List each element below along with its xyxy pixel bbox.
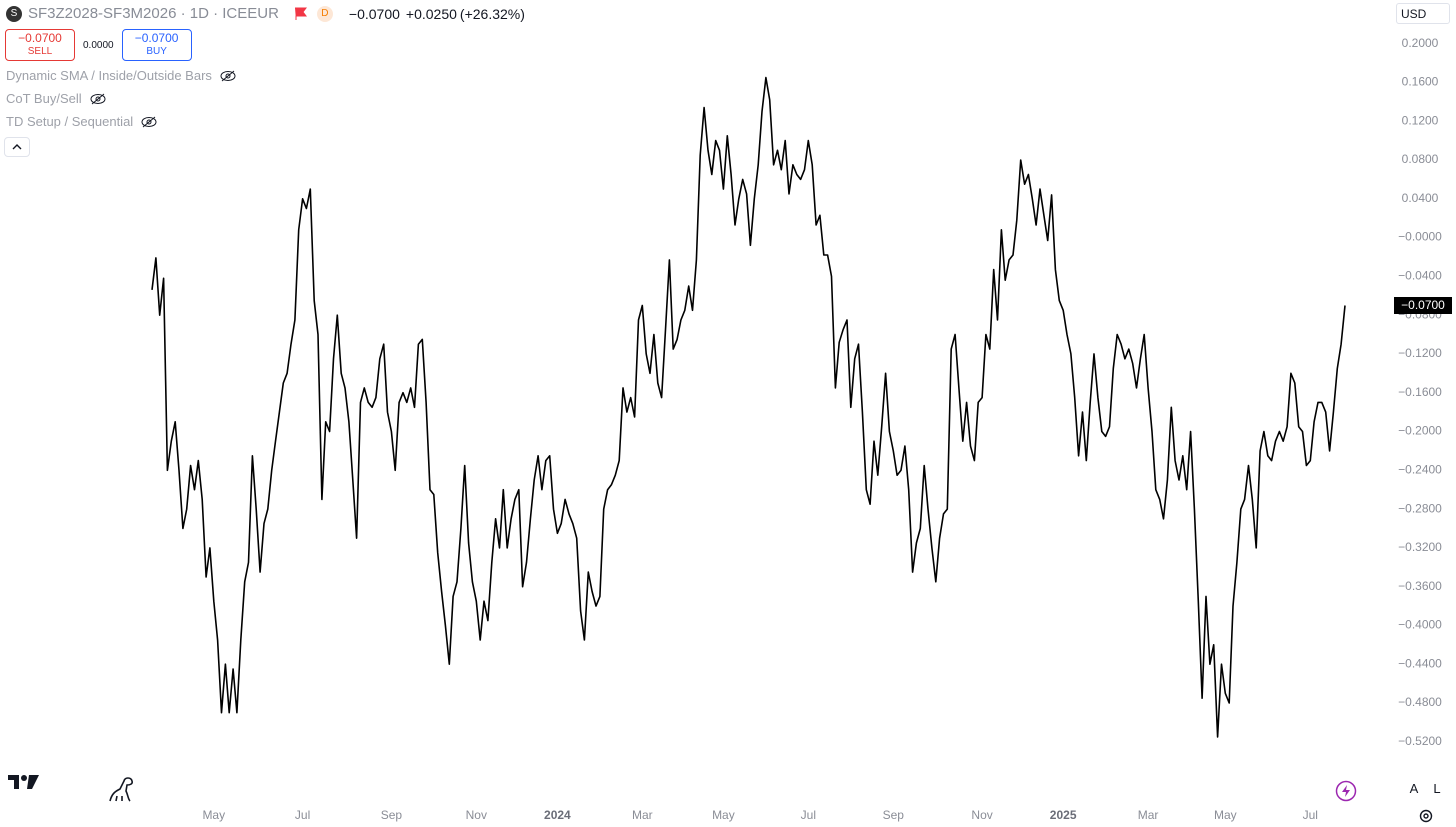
x-tick-label: May <box>202 808 225 822</box>
y-tick-label: 0.0800 <box>1402 152 1439 166</box>
y-tick-label: −0.4800 <box>1398 695 1442 709</box>
y-tick-label: −0.1200 <box>1398 346 1442 360</box>
x-tick-label: May <box>712 808 735 822</box>
chevron-up <box>12 144 22 150</box>
x-tick-label: Sep <box>381 808 403 822</box>
hidden-icon[interactable] <box>220 70 236 82</box>
x-tick-label: Nov <box>466 808 487 822</box>
flag-icon[interactable] <box>293 7 307 21</box>
sell-label: SELL <box>27 46 53 57</box>
y-tick-label: −0.2000 <box>1398 424 1442 438</box>
x-tick-label: Jul <box>801 808 816 822</box>
symbol[interactable]: SF3Z2028-SF3M2026 · 1D · ICEEUR <box>28 5 279 22</box>
y-tick-label: −0.0000 <box>1398 230 1442 244</box>
hidden-icon[interactable] <box>141 116 157 128</box>
hidden-icon[interactable] <box>90 93 106 105</box>
sell-price: −0.0700 <box>18 31 62 45</box>
dino-icon[interactable] <box>106 775 136 803</box>
y-tick-label: −0.4400 <box>1398 656 1442 670</box>
y-tick-label: −0.0400 <box>1398 269 1442 283</box>
auto-scale-button[interactable]: A <box>1409 780 1419 796</box>
spread: 0.0000 <box>83 39 114 51</box>
x-tick-label: Mar <box>632 808 653 822</box>
change-percent: (+26.32%) <box>459 5 525 22</box>
y-tick-label: −0.2400 <box>1398 462 1442 476</box>
indicator-name: TD Setup / Sequential <box>6 114 134 129</box>
change: +0.0250 <box>405 5 457 22</box>
buy-price: −0.0700 <box>134 31 179 45</box>
y-tick-label: −0.2800 <box>1398 501 1442 515</box>
y-tick-label: −0.4000 <box>1398 618 1442 632</box>
indicator[interactable]: TD Setup / Sequential <box>6 114 157 129</box>
x-tick-label: Mar <box>1138 808 1159 822</box>
last-value: −0.0700 <box>348 5 400 22</box>
status-badge: D <box>316 5 333 22</box>
indicator-name: Dynamic SMA / Inside/Outside Bars <box>6 68 212 83</box>
y-tick-label: −0.1600 <box>1398 385 1442 399</box>
x-tick-label: 2024 <box>544 808 571 822</box>
legend-header: S SF3Z2028-SF3M2026 · 1D · ICEEUR D −0.0… <box>6 5 525 22</box>
indicator-name: CoT Buy/Sell <box>6 91 82 106</box>
log-scale-button[interactable]: L <box>1433 780 1441 796</box>
y-tick-label: −0.3200 <box>1398 540 1442 554</box>
last-price-label: −0.0700 <box>1394 296 1452 314</box>
x-tick-label: Nov <box>971 808 992 822</box>
y-tick-label: 0.1600 <box>1402 75 1439 89</box>
x-tick-label: May <box>1214 808 1237 822</box>
indicator[interactable]: Dynamic SMA / Inside/Outside Bars <box>6 68 236 83</box>
x-tick-label: 2025 <box>1050 808 1077 822</box>
trade-buttons: −0.0700 SELL 0.0000 −0.0700 BUY <box>5 29 192 61</box>
x-tick-label: Jul <box>1303 808 1318 822</box>
sell-button[interactable]: −0.0700 SELL <box>5 29 75 61</box>
currency-button[interactable]: USD <box>1396 3 1450 24</box>
y-tick-label: 0.2000 <box>1402 36 1439 50</box>
buy-label: BUY <box>146 46 167 57</box>
x-tick-label: Jul <box>295 808 310 822</box>
price-line <box>151 76 1346 738</box>
settings-button[interactable] <box>1418 808 1434 824</box>
y-tick-label: −0.5200 <box>1398 734 1442 748</box>
y-tick-label: 0.1200 <box>1402 113 1439 127</box>
indicator[interactable]: CoT Buy/Sell <box>6 91 106 106</box>
x-tick-label: Sep <box>883 808 905 822</box>
lightning-button[interactable] <box>1335 780 1357 802</box>
symbol-icon: S <box>6 5 22 22</box>
y-tick-label: 0.0400 <box>1402 191 1439 205</box>
y-tick-label: −0.3600 <box>1398 579 1442 593</box>
buy-button[interactable]: −0.0700 BUY <box>121 29 192 61</box>
collapse-button[interactable] <box>4 137 30 157</box>
logo[interactable] <box>8 773 40 791</box>
